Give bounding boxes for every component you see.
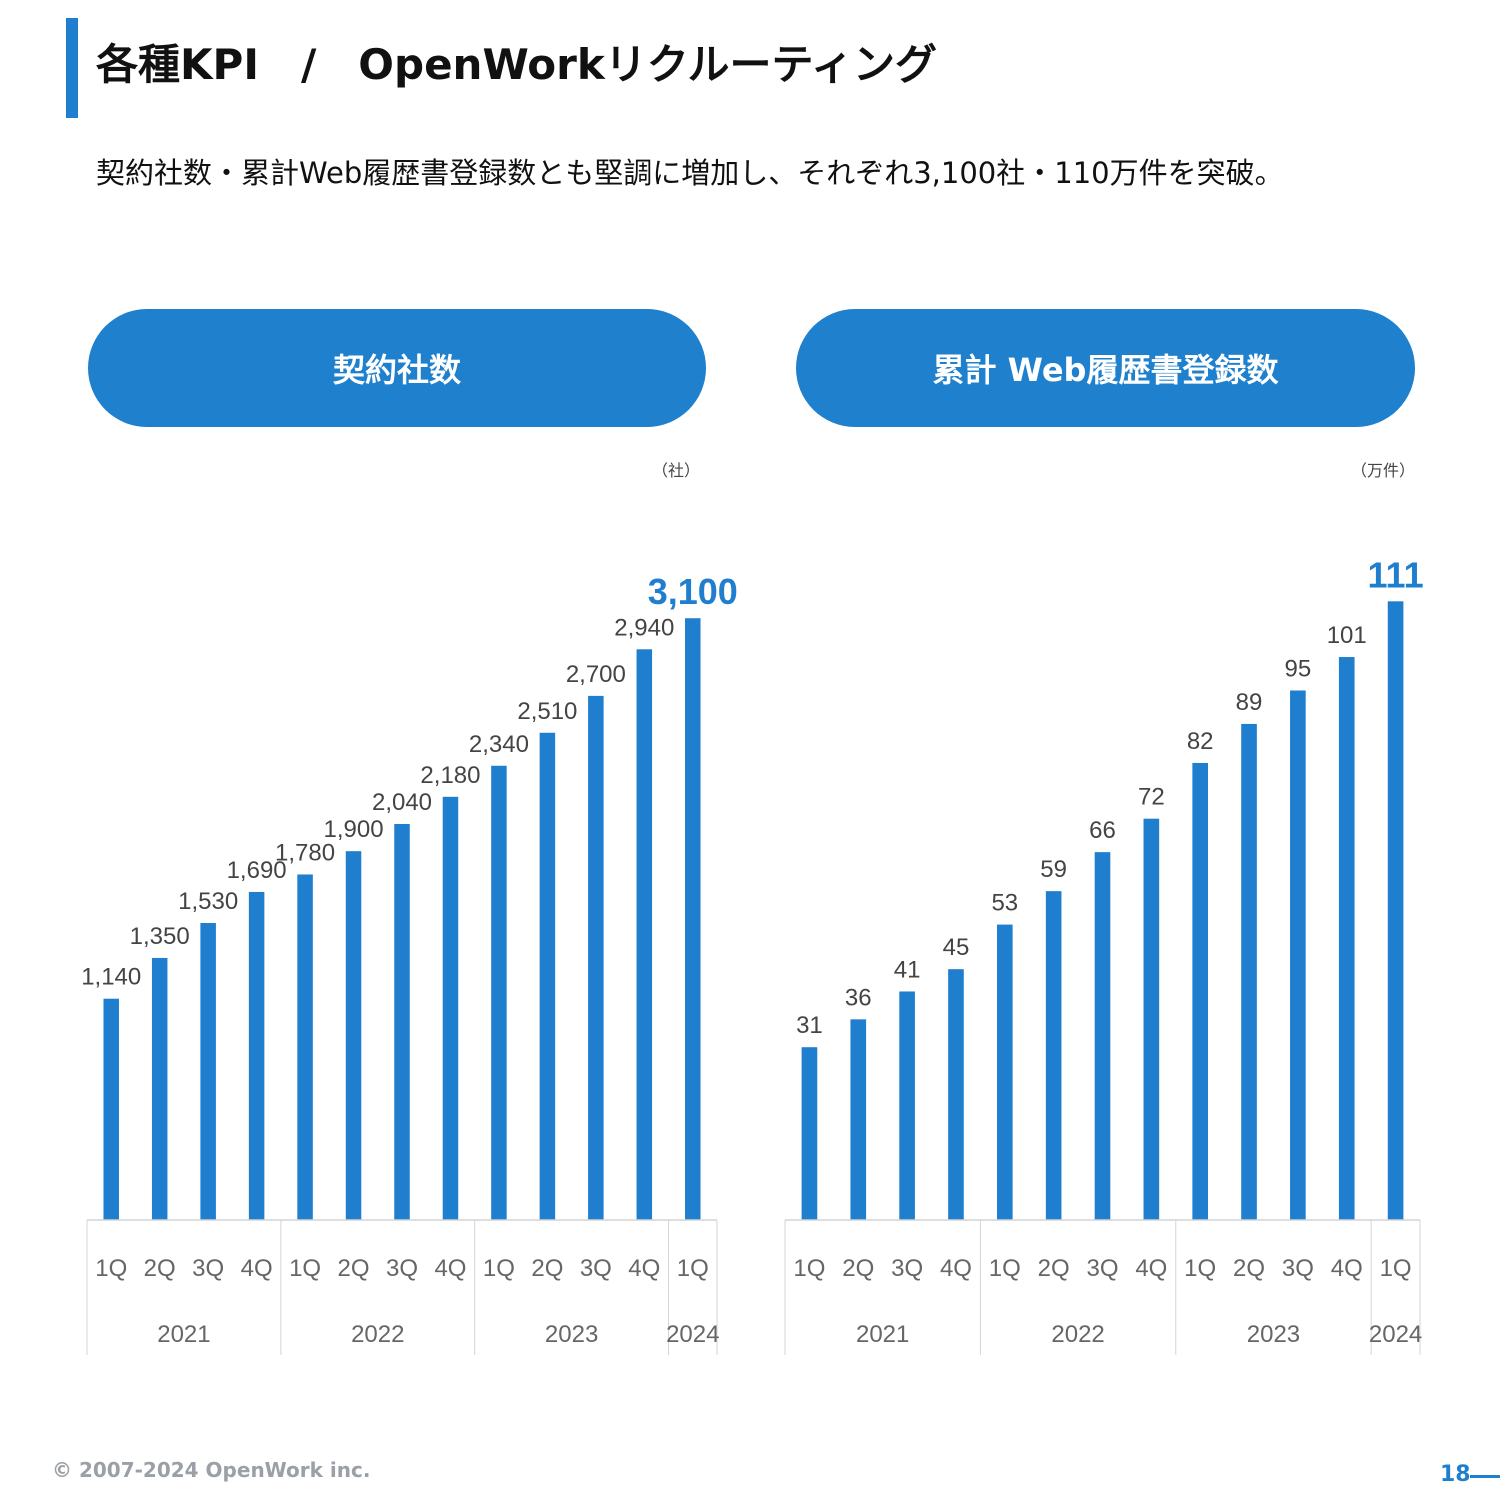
chart-unit-label: （社） <box>652 462 700 480</box>
bar <box>491 765 507 1220</box>
bar <box>1045 891 1062 1220</box>
bar <box>1094 852 1111 1220</box>
data-label: 1,530 <box>178 888 238 915</box>
data-label: 1,690 <box>227 857 287 884</box>
data-label: 1,900 <box>324 816 384 843</box>
year-group-label: 2023 <box>1247 1321 1300 1348</box>
bar <box>1387 601 1404 1220</box>
x-tick-label: 2Q <box>1038 1255 1070 1282</box>
bar <box>948 969 964 1220</box>
x-tick-label: 1Q <box>95 1255 127 1282</box>
data-label: 2,700 <box>566 661 626 688</box>
data-label: 89 <box>1236 689 1263 716</box>
x-tick-label: 2Q <box>144 1255 176 1282</box>
chart-unit-label: （万件） <box>1351 462 1415 480</box>
data-label: 31 <box>796 1012 823 1039</box>
bar <box>394 824 410 1220</box>
data-label: 2,340 <box>469 731 529 758</box>
data-label: 1,780 <box>275 839 335 866</box>
data-label: 41 <box>894 956 921 983</box>
data-label: 3,100 <box>648 571 738 612</box>
page-number: 18 <box>1440 1462 1471 1487</box>
x-tick-label: 1Q <box>677 1255 709 1282</box>
x-tick-label: 4Q <box>1135 1255 1167 1282</box>
x-tick-label: 2Q <box>842 1255 874 1282</box>
x-tick-label: 3Q <box>891 1255 923 1282</box>
chart-title-contracts: 契約社数 <box>88 309 706 427</box>
data-label: 1,350 <box>130 923 190 950</box>
bar <box>248 891 265 1220</box>
bar <box>996 924 1013 1220</box>
x-tick-label: 1Q <box>289 1255 321 1282</box>
data-label: 53 <box>991 890 1018 917</box>
x-tick-label: 3Q <box>386 1255 418 1282</box>
bar <box>345 851 362 1220</box>
bar <box>297 874 313 1220</box>
bar <box>685 618 701 1220</box>
bar <box>636 649 653 1220</box>
data-label: 72 <box>1138 784 1165 811</box>
title-accent-bar <box>66 18 78 118</box>
bar <box>442 796 459 1220</box>
x-tick-label: 3Q <box>1086 1255 1118 1282</box>
x-tick-label: 1Q <box>989 1255 1021 1282</box>
year-group-label: 2024 <box>1369 1321 1422 1348</box>
data-label: 59 <box>1040 856 1067 883</box>
data-label: 1,140 <box>81 964 141 991</box>
year-group-label: 2021 <box>856 1321 909 1348</box>
data-label: 95 <box>1285 655 1312 682</box>
x-tick-label: 1Q <box>793 1255 825 1282</box>
x-tick-label: 2Q <box>1233 1255 1265 1282</box>
x-tick-label: 1Q <box>483 1255 515 1282</box>
bar <box>801 1047 818 1220</box>
data-label: 2,510 <box>517 698 577 725</box>
bar <box>850 1019 867 1220</box>
data-label: 101 <box>1327 622 1367 649</box>
x-tick-label: 1Q <box>1380 1255 1412 1282</box>
data-label: 111 <box>1368 554 1424 595</box>
bar <box>588 695 604 1220</box>
x-tick-label: 3Q <box>1282 1255 1314 1282</box>
x-tick-label: 4Q <box>434 1255 466 1282</box>
x-tick-label: 2Q <box>338 1255 370 1282</box>
bar <box>103 998 119 1220</box>
x-tick-label: 4Q <box>940 1255 972 1282</box>
x-tick-label: 3Q <box>192 1255 224 1282</box>
data-label: 66 <box>1089 817 1116 844</box>
year-group-label: 2024 <box>666 1321 719 1348</box>
year-group-label: 2023 <box>545 1321 598 1348</box>
copyright: © 2007-2024 OpenWork inc. <box>52 1458 371 1482</box>
data-label: 45 <box>943 934 970 961</box>
bar <box>151 957 168 1220</box>
x-tick-label: 4Q <box>628 1255 660 1282</box>
page-title: 各種KPI / OpenWorkリクルーティング <box>96 40 937 89</box>
data-label: 2,180 <box>420 762 480 789</box>
bar <box>1241 723 1257 1220</box>
x-tick-label: 4Q <box>1331 1255 1363 1282</box>
year-group-label: 2022 <box>1051 1321 1104 1348</box>
bar <box>200 923 216 1220</box>
bar <box>1338 657 1355 1220</box>
data-label: 82 <box>1187 728 1214 755</box>
page-subtitle: 契約社数・累計Web履歴書登録数とも堅調に増加し、それぞれ3,100社・110万… <box>96 156 1284 190</box>
x-tick-label: 2Q <box>531 1255 563 1282</box>
bar <box>1290 690 1306 1220</box>
data-label: 2,040 <box>372 789 432 816</box>
bar <box>899 991 915 1220</box>
year-group-label: 2021 <box>157 1321 210 1348</box>
x-tick-label: 3Q <box>580 1255 612 1282</box>
year-group-label: 2022 <box>351 1321 404 1348</box>
bar <box>539 732 556 1220</box>
data-label: 36 <box>845 984 872 1011</box>
bar <box>1192 762 1209 1220</box>
data-label: 2,940 <box>614 614 674 641</box>
x-tick-label: 4Q <box>241 1255 273 1282</box>
x-tick-label: 1Q <box>1184 1255 1216 1282</box>
page-number-line <box>1470 1475 1500 1478</box>
bar <box>1143 818 1160 1220</box>
chart-title-resumes: 累計 Web履歴書登録数 <box>796 309 1415 427</box>
